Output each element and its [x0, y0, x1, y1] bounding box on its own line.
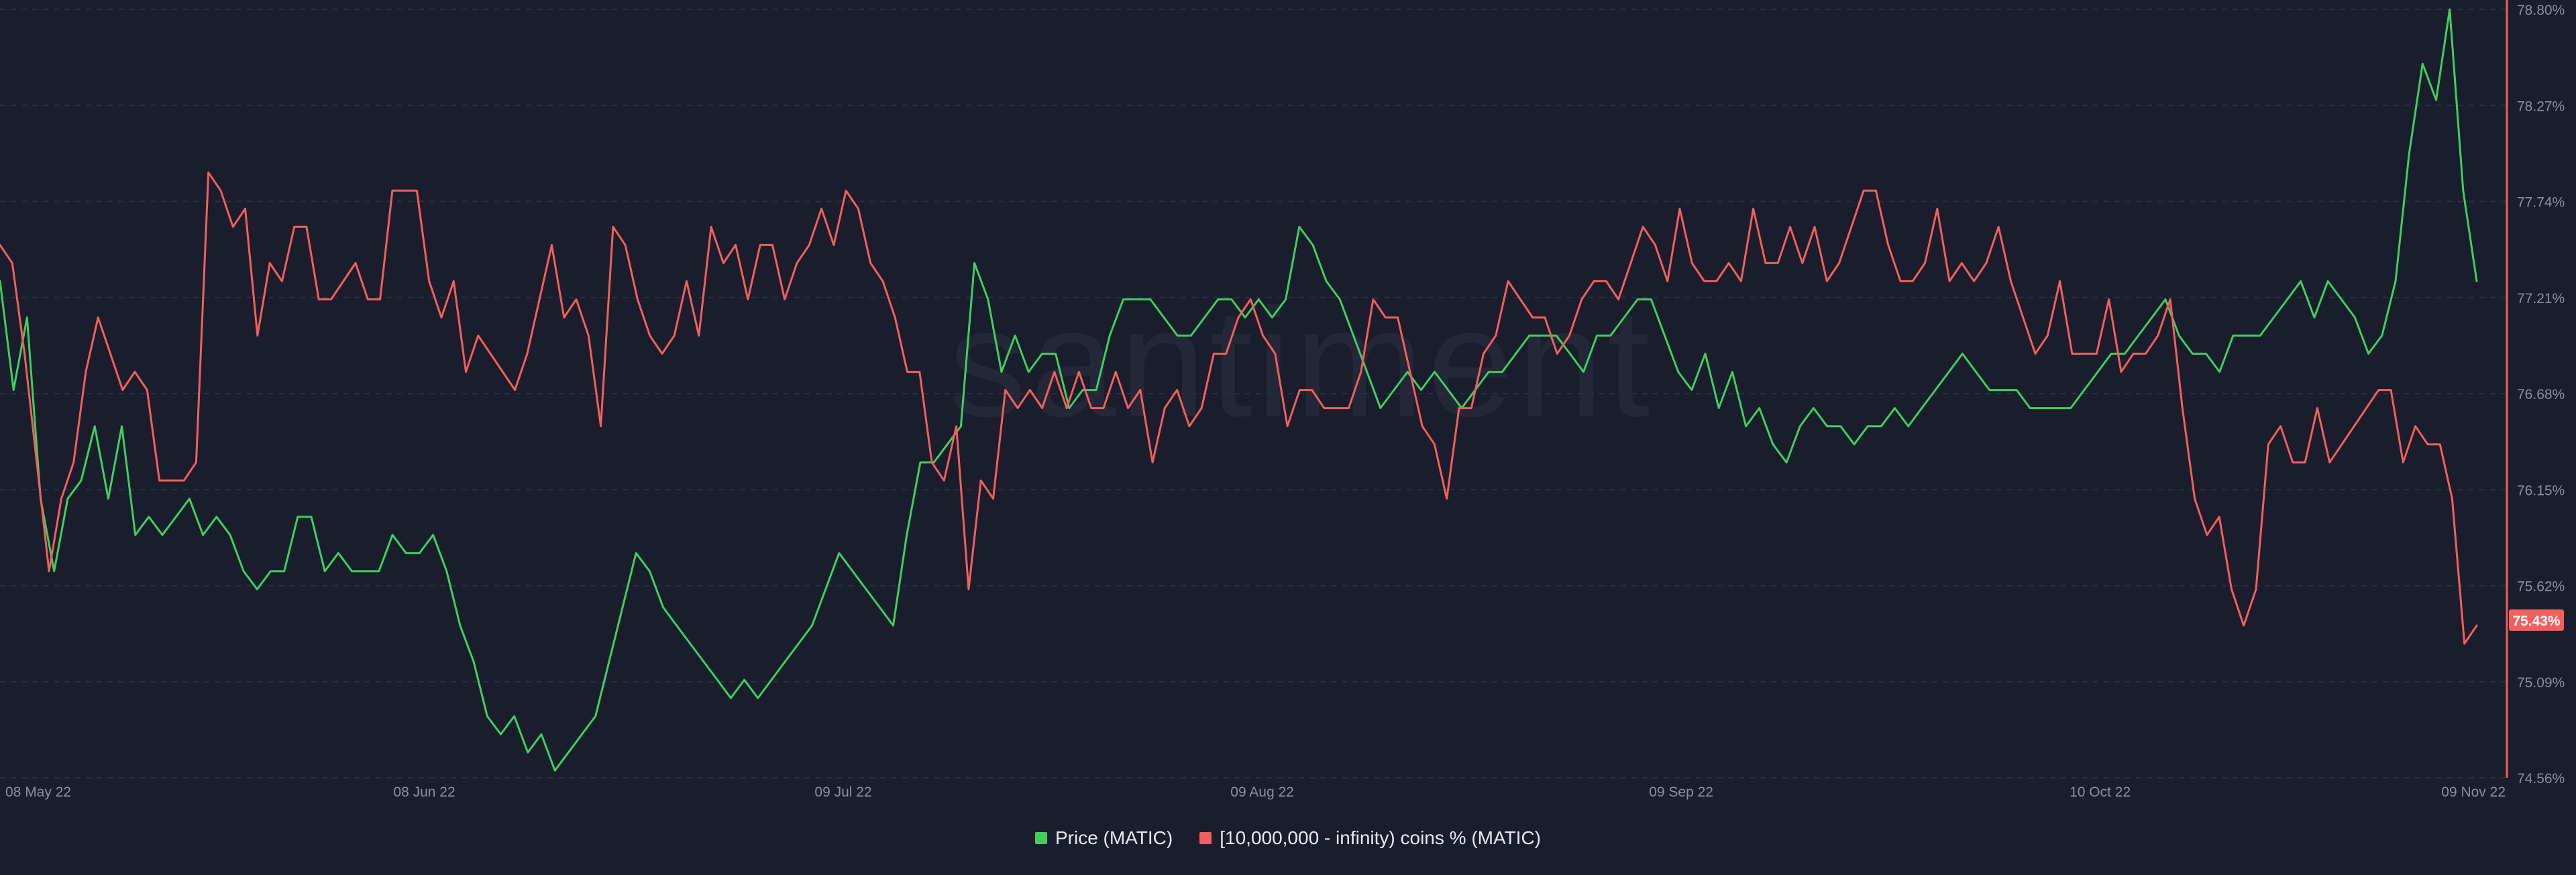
y-tick-label: 75.62%: [2517, 579, 2565, 595]
right-y-axis: 78.80% 78.27% 77.74% 77.21% 76.68% 76.15% 75.6…: [2506, 0, 2565, 786]
series-lines: [0, 8, 2478, 772]
current-value-badge: 75.43%: [2509, 609, 2564, 631]
x-tick-label: 08 Jun 22: [393, 784, 455, 800]
y-tick-label: 78.80%: [2517, 3, 2565, 18]
x-tick-label: 10 Oct 22: [2070, 784, 2131, 800]
current-value-badge-bg: [2509, 609, 2564, 631]
chart-legend: Price (MATIC) [10,000,000 - infinity) co…: [0, 823, 2576, 853]
y-tick-label: 77.74%: [2517, 195, 2565, 211]
legend-label-price: Price (MATIC): [1055, 827, 1173, 848]
legend-item-price[interactable]: Price (MATIC): [1034, 827, 1173, 849]
y-tick-label: 76.68%: [2517, 387, 2565, 402]
legend-label-coins: [10,000,000 - infinity) coins % (MATIC): [1220, 827, 1541, 848]
legend-item-coins[interactable]: [10,000,000 - infinity) coins % (MATIC): [1199, 827, 1541, 849]
y-tick-label: 74.56%: [2517, 771, 2565, 786]
y-tick-label: 75.09%: [2517, 675, 2565, 691]
y-tick-label: 78.27%: [2517, 99, 2565, 114]
x-tick-label: 09 Nov 22: [2441, 784, 2506, 800]
x-tick-label: 08 May 22: [5, 784, 71, 800]
coins-percent-line: [0, 171, 2478, 645]
watermark-text: santiment: [949, 276, 1654, 449]
x-tick-label: 09 Jul 22: [814, 784, 871, 800]
x-tick-label: 09 Aug 22: [1230, 784, 1294, 800]
price-line: [0, 8, 2478, 772]
legend-swatch-price: [1034, 832, 1047, 844]
y-tick-label: 77.21%: [2517, 291, 2565, 306]
x-axis: 08 May 22 08 Jun 22 09 Jul 22 09 Aug 22 09 S…: [5, 784, 2506, 800]
legend-swatch-coins: [1199, 832, 1212, 844]
x-tick-label: 09 Sep 22: [1649, 784, 1713, 800]
current-value-badge-text: 75.43%: [2512, 614, 2561, 629]
y-tick-label: 76.15%: [2517, 483, 2565, 498]
